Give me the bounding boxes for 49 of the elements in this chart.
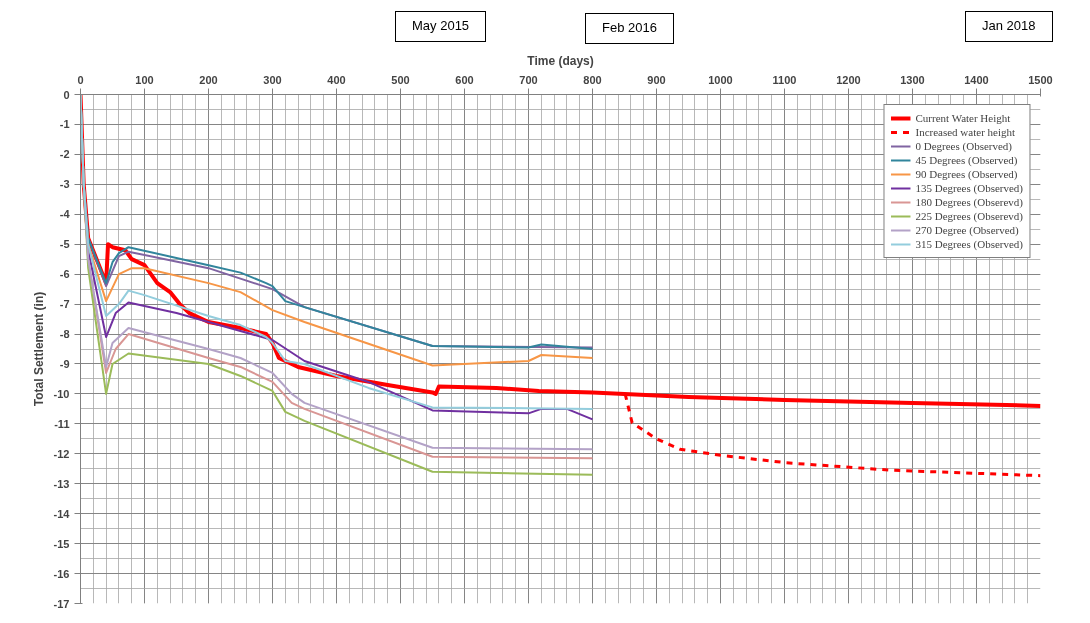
x-tick-label: 1400 [964, 73, 989, 86]
legend-label: 225 Degrees (Obserevd) [915, 209, 1023, 223]
x-tick-label: 1000 [708, 73, 733, 86]
legend-label: 90 Degrees (Observed) [915, 167, 1018, 181]
x-tick-label: 600 [455, 73, 474, 86]
y-tick-label: -3 [59, 178, 70, 191]
x-tick-label: 0 [77, 73, 84, 86]
x-tick-label: 100 [135, 73, 154, 86]
legend-label: 270 Degree (Observed) [915, 223, 1019, 237]
legend-label: Current Water Height [915, 111, 1011, 125]
y-tick-label: -15 [53, 537, 70, 550]
y-tick-label: -17 [53, 597, 70, 610]
text: May 2015 [395, 11, 487, 42]
y-tick-label: -14 [53, 507, 71, 520]
y-tick-label: -11 [54, 417, 70, 430]
y-tick-label: -7 [59, 298, 70, 311]
x-tick-label: 200 [199, 73, 218, 86]
y-tick-label: -13 [53, 477, 70, 490]
y-tick-label: -9 [59, 357, 70, 370]
x-tick-label: 800 [583, 73, 602, 86]
y-tick-label: -8 [59, 328, 70, 341]
x-tick-label: 900 [647, 73, 666, 86]
legend-label: 180 Degrees (Obserevd) [915, 195, 1023, 209]
text: Feb 2016 [585, 13, 674, 44]
x-axis-title: Time (days) [527, 53, 594, 68]
legend-label: 315 Degrees (Observed) [915, 237, 1023, 251]
x-tick-label: 400 [327, 73, 346, 86]
x-tick-label: 1200 [836, 73, 861, 86]
x-tick-label: 1300 [900, 73, 925, 86]
y-tick-label: -12 [53, 447, 70, 460]
legend-label: 135 Degrees (Observed) [915, 181, 1023, 195]
y-tick-label: -16 [53, 567, 70, 580]
x-tick-label: 1100 [772, 73, 797, 86]
x-tick-label: 500 [391, 73, 410, 86]
legend-label: 0 Degrees (Observed) [915, 139, 1012, 153]
y-axis-title: Total Settlement (in) [31, 291, 46, 407]
x-tick-label: 1500 [1028, 73, 1053, 86]
y-tick-label: -10 [53, 387, 70, 400]
y-tick-label: -1 [59, 118, 70, 131]
legend-label: Increased water height [915, 125, 1016, 139]
x-tick-label: 700 [519, 73, 538, 86]
y-tick-label: -5 [59, 238, 70, 251]
legend-label: 45 Degrees (Observed) [915, 153, 1018, 167]
text: Jan 2018 [965, 11, 1053, 42]
y-tick-label: 0 [63, 88, 70, 101]
y-tick-label: -4 [59, 208, 71, 221]
y-tick-label: -2 [59, 148, 70, 161]
y-tick-label: -6 [59, 268, 70, 281]
x-tick-label: 300 [263, 73, 282, 86]
